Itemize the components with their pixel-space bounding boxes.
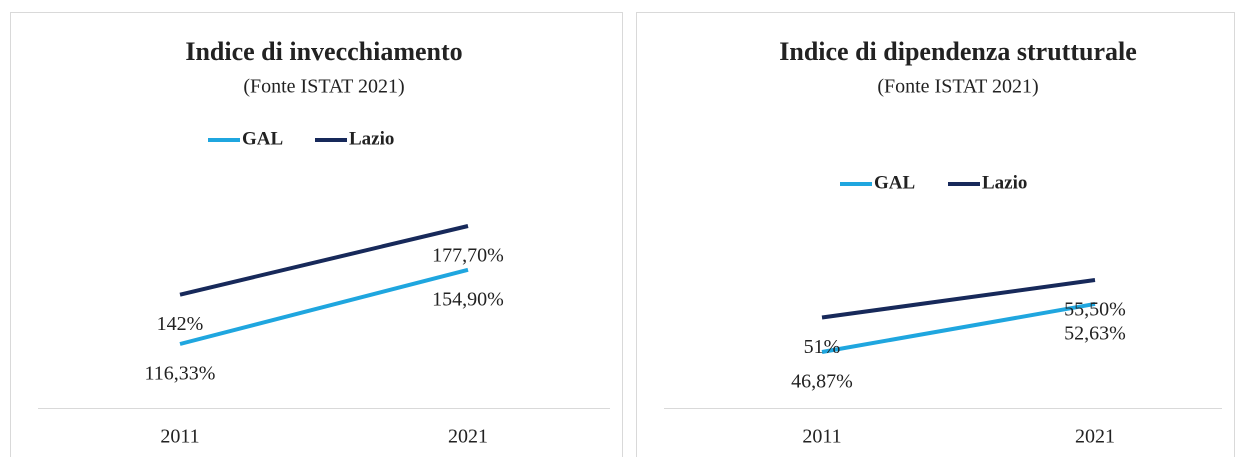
line <box>179 267 469 346</box>
data-label: 46,87% <box>791 371 853 393</box>
chart-title: Indice di dipendenza strutturale <box>779 37 1137 66</box>
data-label: 142% <box>157 313 204 335</box>
legend-label: Lazio <box>349 128 394 149</box>
line <box>821 301 1096 354</box>
line <box>179 224 469 297</box>
x-tick-label: 2021 <box>1075 426 1115 448</box>
panel <box>636 12 1235 462</box>
legend-label: GAL <box>242 128 283 149</box>
x-tick-label: 2011 <box>160 426 199 448</box>
data-label: 154,90% <box>432 288 504 310</box>
data-label: 52,63% <box>1064 323 1126 345</box>
panel <box>10 12 623 462</box>
legend-label: Lazio <box>982 172 1027 193</box>
chart-subtitle: (Fonte ISTAT 2021) <box>877 76 1038 98</box>
data-label: 116,33% <box>145 363 216 385</box>
x-tick-label: 2011 <box>802 426 841 448</box>
chart-subtitle: (Fonte ISTAT 2021) <box>243 76 404 98</box>
data-label: 51% <box>804 336 841 358</box>
data-label: 55,50% <box>1064 299 1126 321</box>
data-label: 177,70% <box>432 245 504 267</box>
chart-title: Indice di invecchiamento <box>185 37 462 66</box>
x-tick-label: 2021 <box>448 426 488 448</box>
legend-label: GAL <box>874 172 915 193</box>
line <box>821 278 1096 320</box>
